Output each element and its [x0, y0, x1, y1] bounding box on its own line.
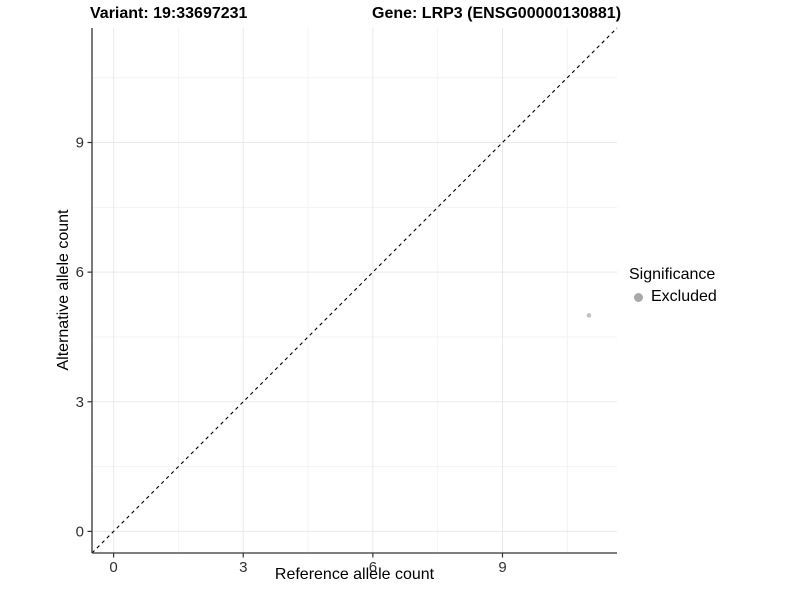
plot-title-gene: Gene: LRP3 (ENSG00000130881)	[372, 5, 622, 22]
y-tick-label: 9	[76, 135, 84, 152]
legend: Significance Excluded	[629, 266, 717, 306]
x-axis-title: Reference allele count	[274, 566, 435, 583]
x-tick-label: 0	[109, 559, 117, 576]
y-tick-label: 6	[76, 264, 84, 281]
legend-key	[629, 292, 647, 302]
identity-line	[91, 27, 618, 554]
x-tick-label: 6	[369, 559, 377, 576]
legend-item-label: Excluded	[651, 288, 717, 305]
legend-item-excluded: Excluded	[629, 288, 717, 306]
legend-title: Significance	[629, 266, 716, 283]
excluded-dot-icon	[633, 292, 643, 302]
data-point	[586, 313, 592, 318]
plot-title-variant: Variant: 19:33697231	[90, 5, 248, 22]
x-tick-label: 9	[498, 559, 506, 576]
y-axis-title: Alternative allele count	[55, 209, 72, 371]
x-tick-label: 3	[239, 559, 247, 576]
y-tick-label: 3	[76, 394, 84, 411]
y-tick-label: 0	[76, 523, 84, 540]
